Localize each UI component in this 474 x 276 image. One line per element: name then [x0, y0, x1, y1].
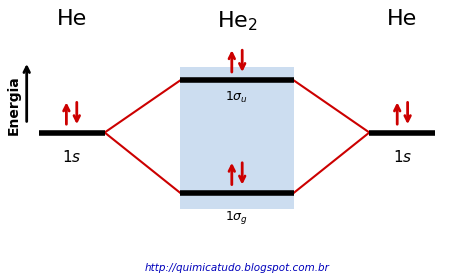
Bar: [180, 67, 294, 209]
Text: He: He: [56, 9, 87, 29]
Text: He$_2$: He$_2$: [217, 9, 257, 33]
Text: $1\sigma_u$: $1\sigma_u$: [226, 90, 248, 105]
Text: Energia: Energia: [7, 75, 21, 135]
Text: http://quimicatudo.blogspot.com.br: http://quimicatudo.blogspot.com.br: [145, 262, 329, 273]
Text: $1s$: $1s$: [62, 149, 81, 165]
Text: He: He: [387, 9, 418, 29]
Text: $1\sigma_g$: $1\sigma_g$: [226, 209, 248, 226]
Text: $1s$: $1s$: [393, 149, 412, 165]
